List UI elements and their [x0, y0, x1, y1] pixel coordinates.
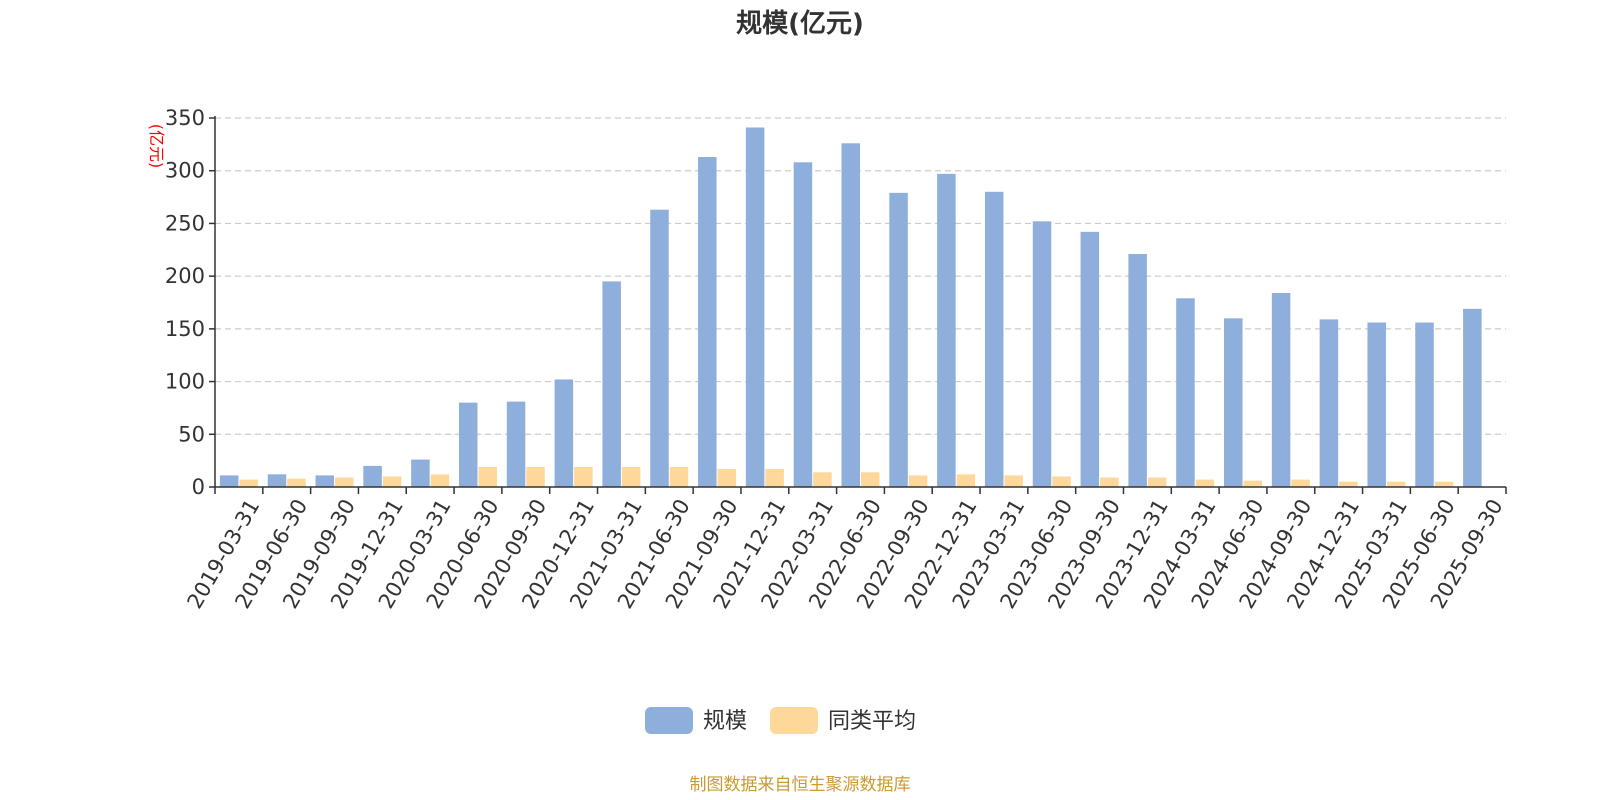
bar-scale[interactable] [1032, 221, 1052, 487]
bar-peer-average[interactable] [1386, 481, 1406, 487]
y-tick-label: 50 [178, 422, 205, 446]
bar-peer-average[interactable] [478, 466, 497, 487]
bar-peer-average[interactable] [382, 476, 402, 487]
bar-peer-average[interactable] [717, 469, 737, 487]
bar-peer-average[interactable] [1339, 481, 1358, 487]
legend-label: 同类平均 [828, 709, 916, 734]
bar-peer-average[interactable] [765, 469, 784, 487]
bar-peer-average[interactable] [1147, 477, 1167, 487]
bar-peer-average[interactable] [1052, 476, 1071, 487]
y-tick-label: 100 [165, 370, 205, 394]
bar-peer-average[interactable] [239, 479, 258, 487]
x-tick-labels: 2019-03-312019-06-302019-09-302019-12-31… [183, 495, 1508, 613]
bar-peer-average[interactable] [526, 466, 545, 487]
bar-scale[interactable] [458, 402, 478, 487]
y-tick-label: 0 [192, 475, 205, 499]
y-tick-label: 350 [165, 106, 205, 130]
bar-scale[interactable] [1128, 254, 1147, 487]
bar-peer-average[interactable] [287, 478, 306, 487]
y-tick-label: 200 [165, 264, 205, 288]
bar-scale[interactable] [1463, 308, 1482, 487]
bar-scale[interactable] [267, 474, 287, 487]
bar-scale[interactable] [1080, 231, 1100, 487]
bar-scale[interactable] [937, 173, 956, 487]
legend-item-peer-average[interactable]: 同类平均 [770, 707, 916, 734]
y-axis-label: (亿元) [147, 124, 166, 169]
bar-scale[interactable] [554, 379, 574, 487]
bar-scale[interactable] [1271, 293, 1291, 487]
bar-peer-average[interactable] [1195, 479, 1215, 487]
bar-peer-average[interactable] [430, 474, 450, 487]
bar-peer-average[interactable] [908, 475, 928, 487]
bar-scale[interactable] [363, 465, 382, 487]
bar-scale[interactable] [889, 192, 908, 487]
bar-peer-average[interactable] [621, 466, 641, 487]
bar-peer-average[interactable] [1243, 480, 1263, 487]
y-tick-label: 300 [165, 159, 205, 183]
bar-peer-average[interactable] [574, 466, 593, 487]
y-tick-labels: 0 50 100 150 200 250 300 350 [165, 106, 205, 499]
bar-scale[interactable] [315, 475, 335, 487]
bar-peer-average[interactable] [669, 466, 689, 487]
source-note: 制图数据来自恒生聚源数据库 [690, 775, 911, 795]
gridlines [215, 117, 1506, 435]
bar-scale[interactable] [745, 127, 765, 487]
bar-scale[interactable] [841, 143, 861, 487]
bar-scale[interactable] [698, 157, 717, 487]
y-tick-label: 250 [165, 211, 205, 235]
bar-peer-average[interactable] [1291, 479, 1310, 487]
bar-peer-average[interactable] [335, 477, 354, 487]
legend-swatch [770, 707, 818, 734]
bar-scale[interactable] [219, 475, 239, 487]
legend[interactable]: 规模 同类平均 [645, 707, 916, 734]
bar-peer-average[interactable] [1434, 481, 1454, 487]
bar-scale[interactable] [650, 209, 669, 488]
bar-peer-average[interactable] [861, 472, 880, 487]
chart-title: 规模(亿元) [736, 9, 864, 39]
bar-scale[interactable] [1415, 322, 1434, 487]
y-tick-label: 150 [165, 317, 205, 341]
bar-scale[interactable] [1319, 319, 1339, 487]
bar-peer-average[interactable] [956, 474, 976, 487]
bar-peer-average[interactable] [1004, 475, 1023, 487]
bar-scale[interactable] [1224, 318, 1243, 487]
bar-scale[interactable] [793, 162, 813, 487]
bar-scale[interactable] [602, 281, 621, 487]
bar-peer-average[interactable] [1100, 477, 1119, 487]
bar-scale[interactable] [1176, 298, 1195, 487]
bar-scale[interactable] [1367, 322, 1386, 487]
legend-item-scale[interactable]: 规模 [645, 707, 747, 734]
bars [219, 127, 1482, 488]
axes [209, 116, 1507, 494]
bar-peer-average[interactable] [813, 472, 832, 487]
bar-scale[interactable] [506, 401, 526, 487]
bar-scale[interactable] [984, 191, 1004, 488]
legend-label: 规模 [703, 709, 747, 734]
bar-scale[interactable] [411, 459, 430, 487]
legend-swatch [645, 707, 693, 734]
